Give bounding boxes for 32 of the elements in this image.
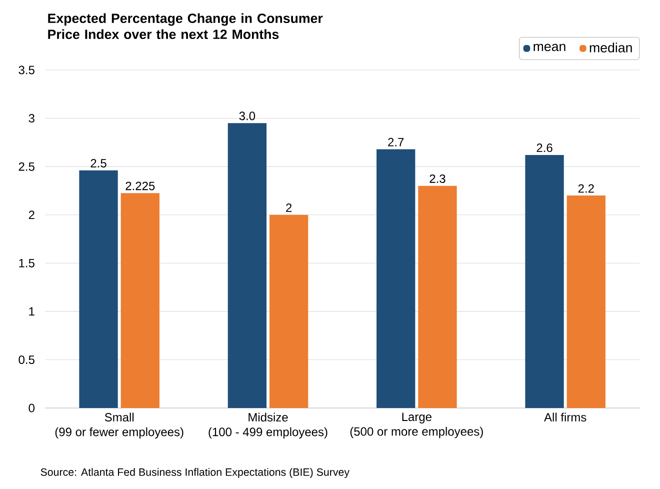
x-tick-label: All firms	[544, 412, 586, 422]
data-label: 2.6	[536, 144, 552, 152]
bar	[120, 193, 160, 408]
legend-label: mean	[534, 44, 566, 52]
chart-title: Expected Percentage Change in Consumer Price Index over the next 12 Months	[48, 13, 323, 40]
bar	[376, 149, 416, 408]
bar	[418, 186, 457, 408]
data-label: 2.5	[90, 159, 106, 168]
y-tick-label: 1	[29, 307, 34, 316]
y-tick-label: 0.5	[18, 355, 34, 364]
data-label: 2	[286, 204, 292, 212]
y-tick-label: 1.5	[19, 258, 34, 268]
y-tick-label: 2	[28, 210, 34, 220]
y-tick-label: 3.5	[18, 66, 34, 74]
y-tick-label: 3	[28, 114, 34, 123]
data-label: 3.0	[239, 112, 256, 120]
bar	[566, 196, 606, 408]
y-tick-label: 2.5	[18, 162, 34, 171]
bar	[269, 214, 308, 408]
data-label: 2.3	[430, 174, 446, 183]
data-label: 2.7	[388, 138, 404, 146]
bar	[525, 154, 564, 408]
legend-label: median	[590, 42, 632, 52]
data-label: 2.2	[578, 184, 594, 193]
y-tick-label: 0	[28, 404, 34, 412]
data-label: 2.225	[126, 182, 155, 190]
bar	[228, 123, 267, 408]
x-tick-label: Large (500 or more employees)	[350, 412, 483, 438]
x-tick-label: Small (99 or fewer employees)	[55, 412, 184, 439]
x-tick-label: Midsize (100 - 499 employees)	[208, 412, 328, 439]
bar	[79, 170, 118, 408]
source-note: Source: Atlanta Fed Business Inflation Expectations (BIE) Survey	[40, 468, 350, 478]
